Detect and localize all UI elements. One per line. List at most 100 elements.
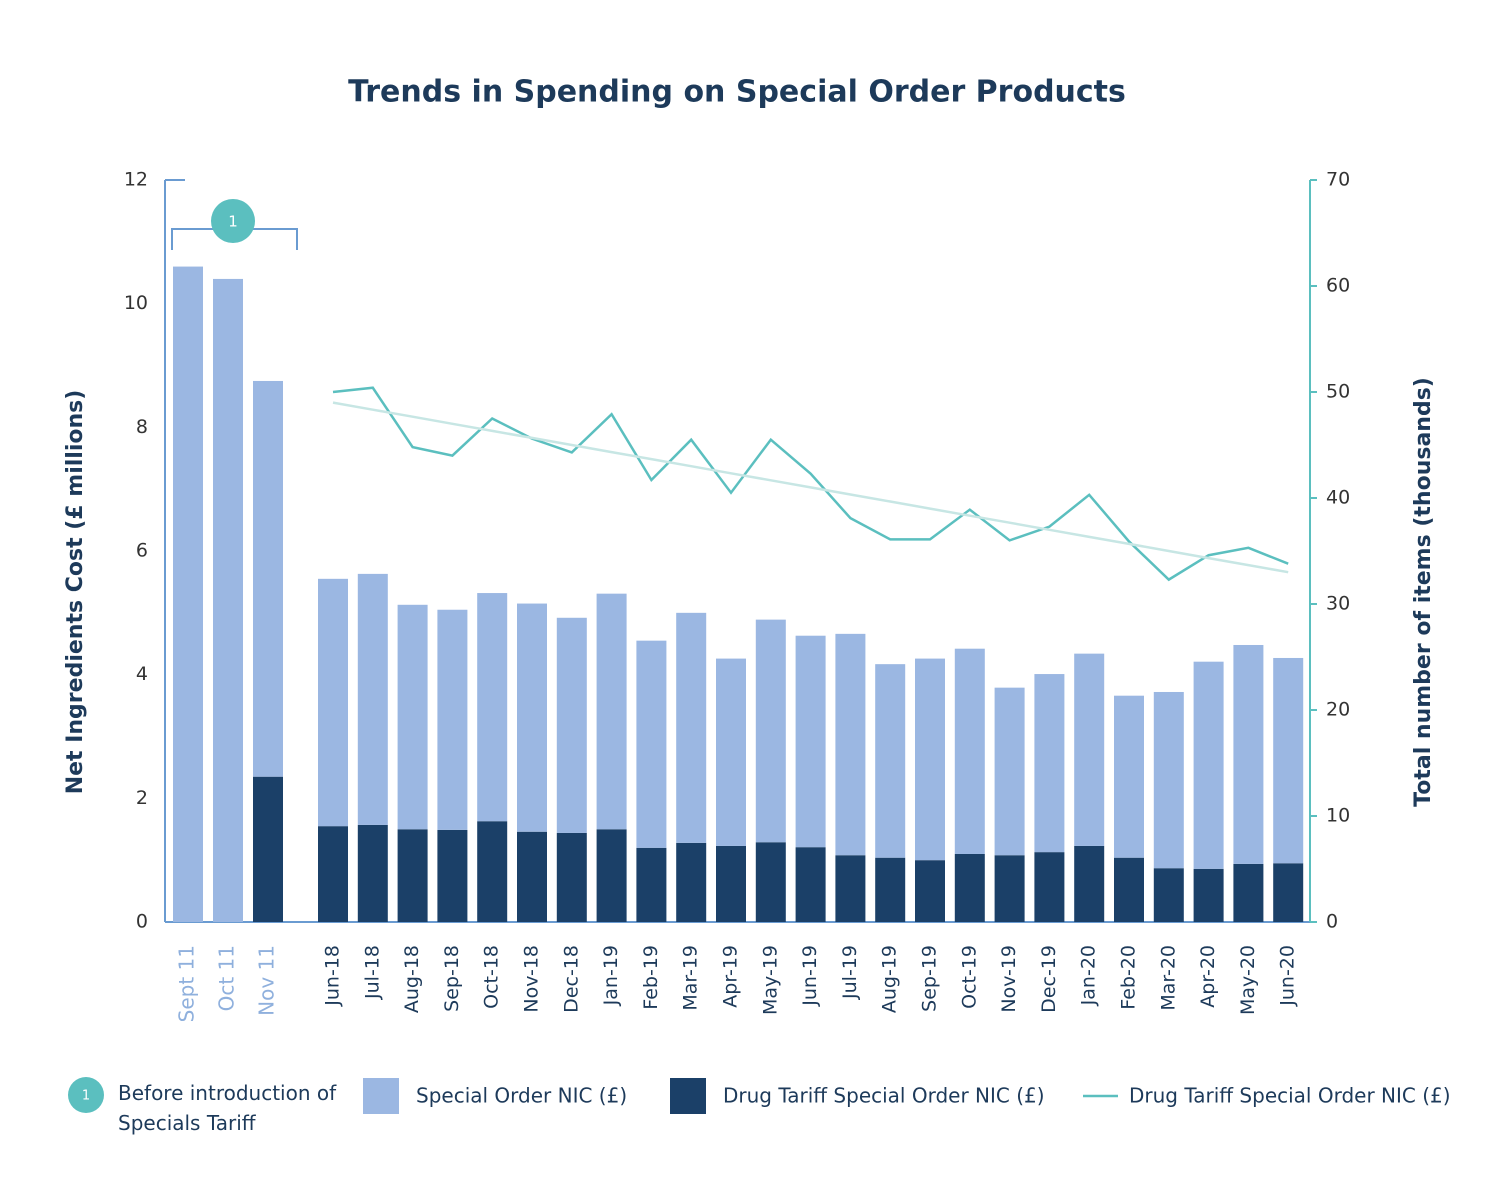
bar: [1273, 863, 1304, 922]
bar: [1114, 695, 1144, 858]
x-tick-label: Jul-19: [839, 945, 861, 1000]
bar: [318, 578, 348, 827]
bar: [1153, 868, 1184, 922]
annotation-marker: 1: [228, 213, 238, 231]
bar: [1034, 674, 1065, 853]
legend-label: Drug Tariff Special Order NIC (£): [723, 1084, 1045, 1108]
bar: [676, 842, 707, 922]
bar: [253, 380, 283, 777]
bar: [357, 824, 388, 922]
annotation-box: Before introduction of Specials Tariff: [118, 1081, 337, 1135]
x-tick-label: Mar-19: [680, 945, 702, 1011]
x-tick-label: Jun-20: [1277, 945, 1299, 1007]
x-tick-label: Oct 11: [215, 945, 239, 1011]
bar: [1233, 863, 1264, 922]
bar: [915, 860, 945, 922]
y-tick-label: 2: [136, 787, 148, 809]
bar: [397, 604, 428, 830]
x-tick-label: Mar-20: [1157, 945, 1179, 1011]
bar: [437, 609, 468, 830]
legend-badge: [68, 1077, 104, 1113]
legend-label: Drug Tariff Special Order NIC (£): [1129, 1084, 1451, 1108]
y-tick-label: 6: [136, 540, 148, 562]
bar: [1034, 852, 1065, 922]
x-tick-label: May-19: [759, 945, 781, 1015]
y-tick-label: 8: [136, 416, 148, 438]
bar: [994, 687, 1025, 856]
y2-tick-label: 60: [1326, 275, 1350, 297]
y2-tick-label: 40: [1326, 487, 1350, 509]
bar: [755, 842, 786, 922]
y-axis-label: Net Ingredients Cost (£ millions): [63, 390, 88, 795]
bar: [676, 612, 707, 843]
x-tick-label: Jul-18: [361, 945, 383, 1000]
bar: [173, 266, 203, 923]
bar: [954, 648, 985, 854]
x-tick-label: Sep-19: [919, 945, 941, 1012]
bar: [1193, 661, 1224, 869]
x-tick-label: Aug-19: [879, 945, 901, 1013]
y2-tick-label: 50: [1326, 381, 1350, 403]
x-tick-label: Jun-19: [799, 945, 821, 1007]
bar: [755, 619, 786, 843]
bar: [915, 658, 945, 861]
bar: [253, 776, 283, 922]
y-tick-label: 4: [136, 663, 148, 685]
bar: [318, 826, 348, 922]
x-tick-label: Apr-20: [1197, 945, 1219, 1008]
bar: [795, 847, 826, 922]
bar: [875, 664, 906, 858]
x-tick-label: Dec-18: [560, 945, 582, 1013]
bar: [437, 829, 468, 922]
bar: [556, 832, 587, 922]
bar: [716, 845, 746, 922]
bar: [596, 593, 627, 830]
bar: [954, 853, 985, 922]
line-series: [332, 401, 1289, 574]
y2-tick-label: 20: [1326, 699, 1350, 721]
bar: [1233, 644, 1264, 864]
bar: [835, 855, 866, 922]
bar: [835, 633, 866, 856]
x-tick-label: Feb-19: [640, 945, 662, 1010]
bar: [477, 593, 508, 822]
x-tick-label: Aug-18: [401, 945, 423, 1013]
bar: [556, 617, 587, 833]
annotation-badge: [211, 199, 255, 243]
x-tick-label: Feb-20: [1118, 945, 1140, 1010]
x-tick-label: Sept 11: [175, 945, 199, 1022]
legend-swatch: [670, 1078, 706, 1114]
bar: [636, 640, 667, 848]
bar: [213, 278, 243, 922]
x-tick-label: May-20: [1237, 945, 1259, 1015]
bar: [397, 829, 428, 922]
bar: [517, 603, 547, 832]
bar: [795, 635, 826, 848]
y2-tick-label: 30: [1326, 593, 1350, 615]
bar: [357, 573, 388, 825]
chart-title: Trends in Spending on Special Order Prod…: [348, 75, 1126, 110]
bar: [1114, 857, 1144, 922]
bar: [1074, 845, 1105, 922]
y-tick-label: 12: [124, 169, 148, 191]
bar: [477, 821, 508, 922]
x-tick-label: Jun-18: [322, 945, 344, 1007]
annotation-text: Before introduction of Specials Tariff: [118, 1081, 337, 1135]
bar: [716, 658, 746, 846]
y-tick-label: 10: [124, 292, 148, 314]
y2-tick-label: 70: [1326, 169, 1350, 191]
x-tick-label: Dec-19: [1038, 945, 1060, 1013]
bar: [1273, 657, 1304, 864]
bar: [517, 831, 547, 922]
y2-axis-label: Total number of items (thousands): [1411, 377, 1436, 807]
bar: [994, 855, 1025, 922]
x-tick-label: Jan-19: [600, 945, 622, 1006]
bar: [875, 857, 906, 922]
bar: [1193, 868, 1224, 922]
bar: [1074, 653, 1105, 846]
line-series: [332, 386, 1289, 582]
bar: [596, 829, 627, 922]
x-tick-label: Oct-18: [481, 945, 503, 1009]
x-tick-label: Nov-19: [998, 945, 1020, 1013]
